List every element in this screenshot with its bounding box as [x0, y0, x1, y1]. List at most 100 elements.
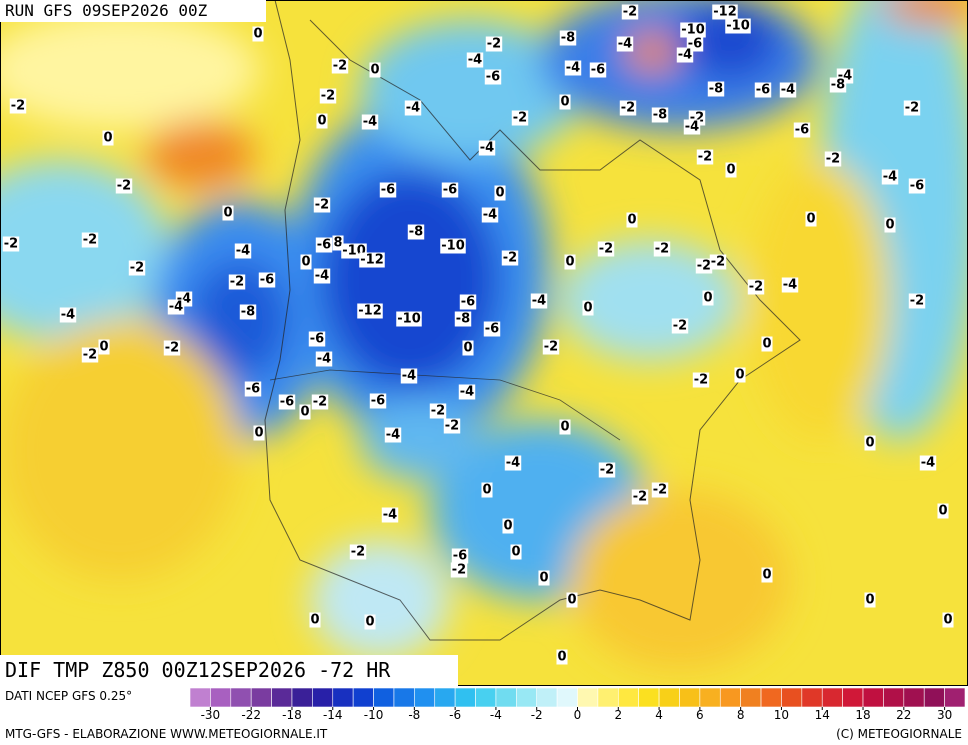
contour-label: -2: [694, 373, 708, 388]
contour-label: -6: [453, 549, 467, 564]
contour-label-bg: [2, 236, 20, 252]
contour-label: -2: [623, 5, 637, 20]
contour-label: -2: [83, 348, 97, 363]
colorbar: -30 -22 -18 -14 -10 -8 -6 -4 -2 0 2 4 6 8 10 14 18 22 30: [189, 687, 966, 722]
contour-label-bg: [919, 455, 937, 471]
colorbar-tick-label: 8: [737, 708, 745, 722]
colorbar-swatch: [393, 687, 415, 708]
contour-label: -2: [11, 99, 25, 114]
contour-label: -2: [117, 179, 131, 194]
contour-label-bg: [566, 592, 578, 608]
contour-label-bg: [443, 418, 461, 434]
contour-label-bg: [454, 311, 472, 327]
contour-label-bg: [313, 197, 331, 213]
contour-label-bg: [244, 381, 262, 397]
contour-label-bg: [384, 427, 402, 443]
colorbar-swatch: [434, 687, 456, 708]
contour-label-bg: [299, 404, 311, 420]
contour-label: 0: [865, 593, 874, 608]
contour-label: -2: [655, 242, 669, 257]
contour-label-bg: [564, 60, 582, 76]
contour-label: 0: [223, 206, 232, 221]
colorbar-swatch: [862, 687, 884, 708]
contour-label: 0: [463, 341, 472, 356]
contour-label: -6: [795, 123, 809, 138]
contour-label-bg: [530, 293, 548, 309]
contour-label: -2: [621, 101, 635, 116]
contour-label-bg: [228, 274, 246, 290]
contour-label-bg: [881, 169, 899, 185]
colorbar-swatch: [719, 687, 741, 708]
contour-label-bg: [381, 507, 399, 523]
contour-label: -2: [351, 545, 365, 560]
contour-label-bg: [59, 307, 77, 323]
colorbar-swatch: [332, 687, 354, 708]
contour-label: -2: [826, 152, 840, 167]
colorbar-swatch: [597, 687, 619, 708]
contour-label-bg: [651, 107, 669, 123]
contour-label: -8: [709, 82, 723, 97]
colorbar-swatch: [821, 687, 843, 708]
contour-label-bg: [459, 294, 477, 310]
contour-label: -6: [486, 70, 500, 85]
colorbar-swatch: [760, 687, 782, 708]
contour-label-bg: [332, 235, 344, 251]
contour-label: 0: [885, 218, 894, 233]
contour-label: -8: [409, 225, 423, 240]
contour-label-bg: [316, 113, 328, 129]
contour-label-bg: [396, 311, 422, 327]
contour-label-bg: [239, 304, 257, 320]
contour-label-bg: [163, 340, 181, 356]
colorbar-swatch: [577, 687, 599, 708]
contour-label: -6: [461, 295, 475, 310]
contour-label-bg: [466, 52, 484, 68]
contour-label-bg: [481, 207, 499, 223]
contour-label: 0: [806, 212, 815, 227]
contour-label-bg: [680, 22, 706, 38]
colorbar-tick-label: -8: [408, 708, 420, 722]
contour-label-bg: [626, 212, 638, 228]
footer-left: MTG-GFS - ELABORAZIONE WWW.METEOGIORNALE…: [5, 727, 328, 741]
contour-label: 0: [567, 593, 576, 608]
contour-label-bg: [542, 339, 560, 355]
colorbar-tick-label: 0: [574, 708, 582, 722]
contour-label: -4: [883, 170, 897, 185]
contour-label: 0: [735, 368, 744, 383]
contour-label: -4: [363, 115, 377, 130]
contour-label-bg: [707, 81, 725, 97]
colorbar-swatch: [352, 687, 374, 708]
contour-label-bg: [115, 178, 133, 194]
contour-label-bg: [619, 100, 637, 116]
contour-label-bg: [315, 351, 333, 367]
contour-label: -2: [599, 242, 613, 257]
colorbar-swatch: [312, 687, 334, 708]
contour-label: 0: [703, 291, 712, 306]
contour-label: -2: [321, 89, 335, 104]
colorbar-swatch: [495, 687, 517, 708]
contour-label-bg: [653, 241, 671, 257]
contour-label: -4: [315, 269, 329, 284]
contour-label: -4: [618, 37, 632, 52]
contour-label-bg: [429, 403, 447, 419]
contour-label-bg: [440, 238, 466, 254]
colorbar-swatch: [475, 687, 497, 708]
contour-label-bg: [747, 279, 765, 295]
contour-label: -6: [317, 238, 331, 253]
contour-label-bg: [903, 100, 921, 116]
contour-label: -2: [673, 319, 687, 334]
contour-label: -4: [386, 428, 400, 443]
contour-label: -4: [460, 385, 474, 400]
colorbar-tick-label: 14: [815, 708, 830, 722]
colorbar-swatch: [658, 687, 680, 708]
contour-label-bg: [462, 340, 474, 356]
colorbar-swatch: [189, 687, 211, 708]
colorbar-swatch: [516, 687, 538, 708]
contour-label: -4: [480, 141, 494, 156]
contour-label-bg: [9, 98, 27, 114]
contour-label-bg: [504, 455, 522, 471]
contour-label-bg: [478, 140, 496, 156]
contour-label-bg: [621, 4, 639, 20]
contour-label-bg: [829, 77, 847, 93]
colorbar-tick-label: -6: [449, 708, 461, 722]
contour-label-bg: [483, 321, 501, 337]
